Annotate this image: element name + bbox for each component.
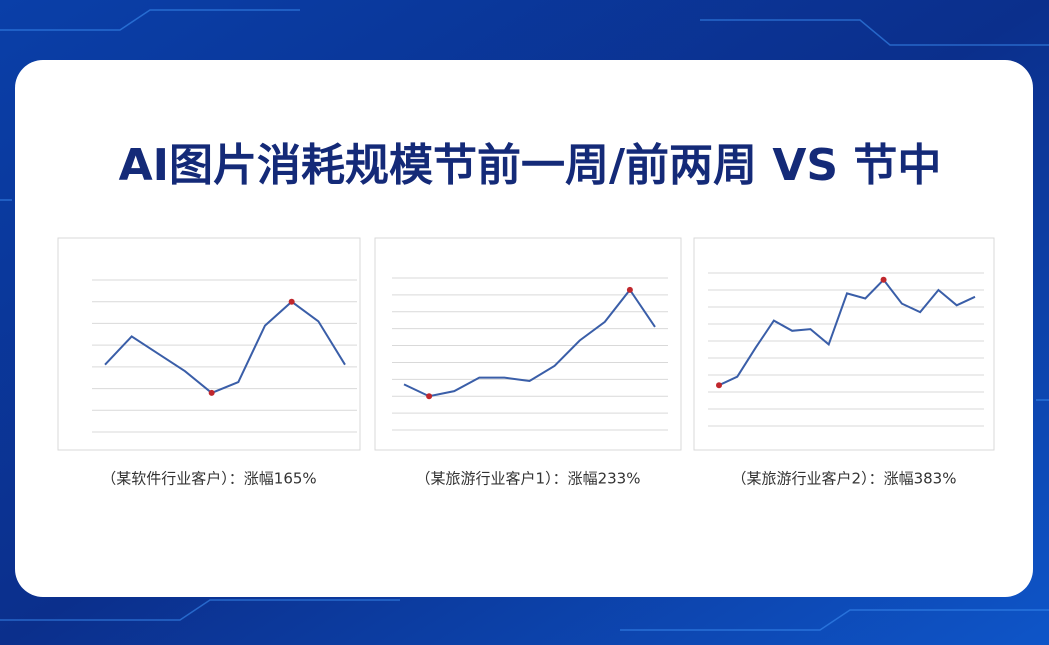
data-line [403, 288, 656, 398]
data-line [718, 278, 976, 387]
chart-caption: （某软件行业客户）：涨幅165% [101, 470, 316, 488]
circuit-decoration [0, 9, 1049, 631]
extreme-point [426, 393, 433, 400]
data-line [104, 300, 346, 395]
chart-frame [374, 237, 682, 451]
extreme-point [880, 276, 887, 283]
extreme-point [626, 286, 633, 293]
chart-frame [57, 237, 361, 451]
chart-caption: （某旅游行业客户1）：涨幅233% [416, 470, 641, 488]
extreme-point [716, 382, 722, 389]
extreme-point [288, 298, 295, 305]
chart-caption: （某旅游行业客户2）：涨幅383% [732, 470, 957, 488]
slide-title: AI图片消耗规模节前一周/前两周 VS 节中 [119, 140, 942, 191]
extreme-point [208, 389, 215, 396]
chart-frame [693, 237, 995, 451]
